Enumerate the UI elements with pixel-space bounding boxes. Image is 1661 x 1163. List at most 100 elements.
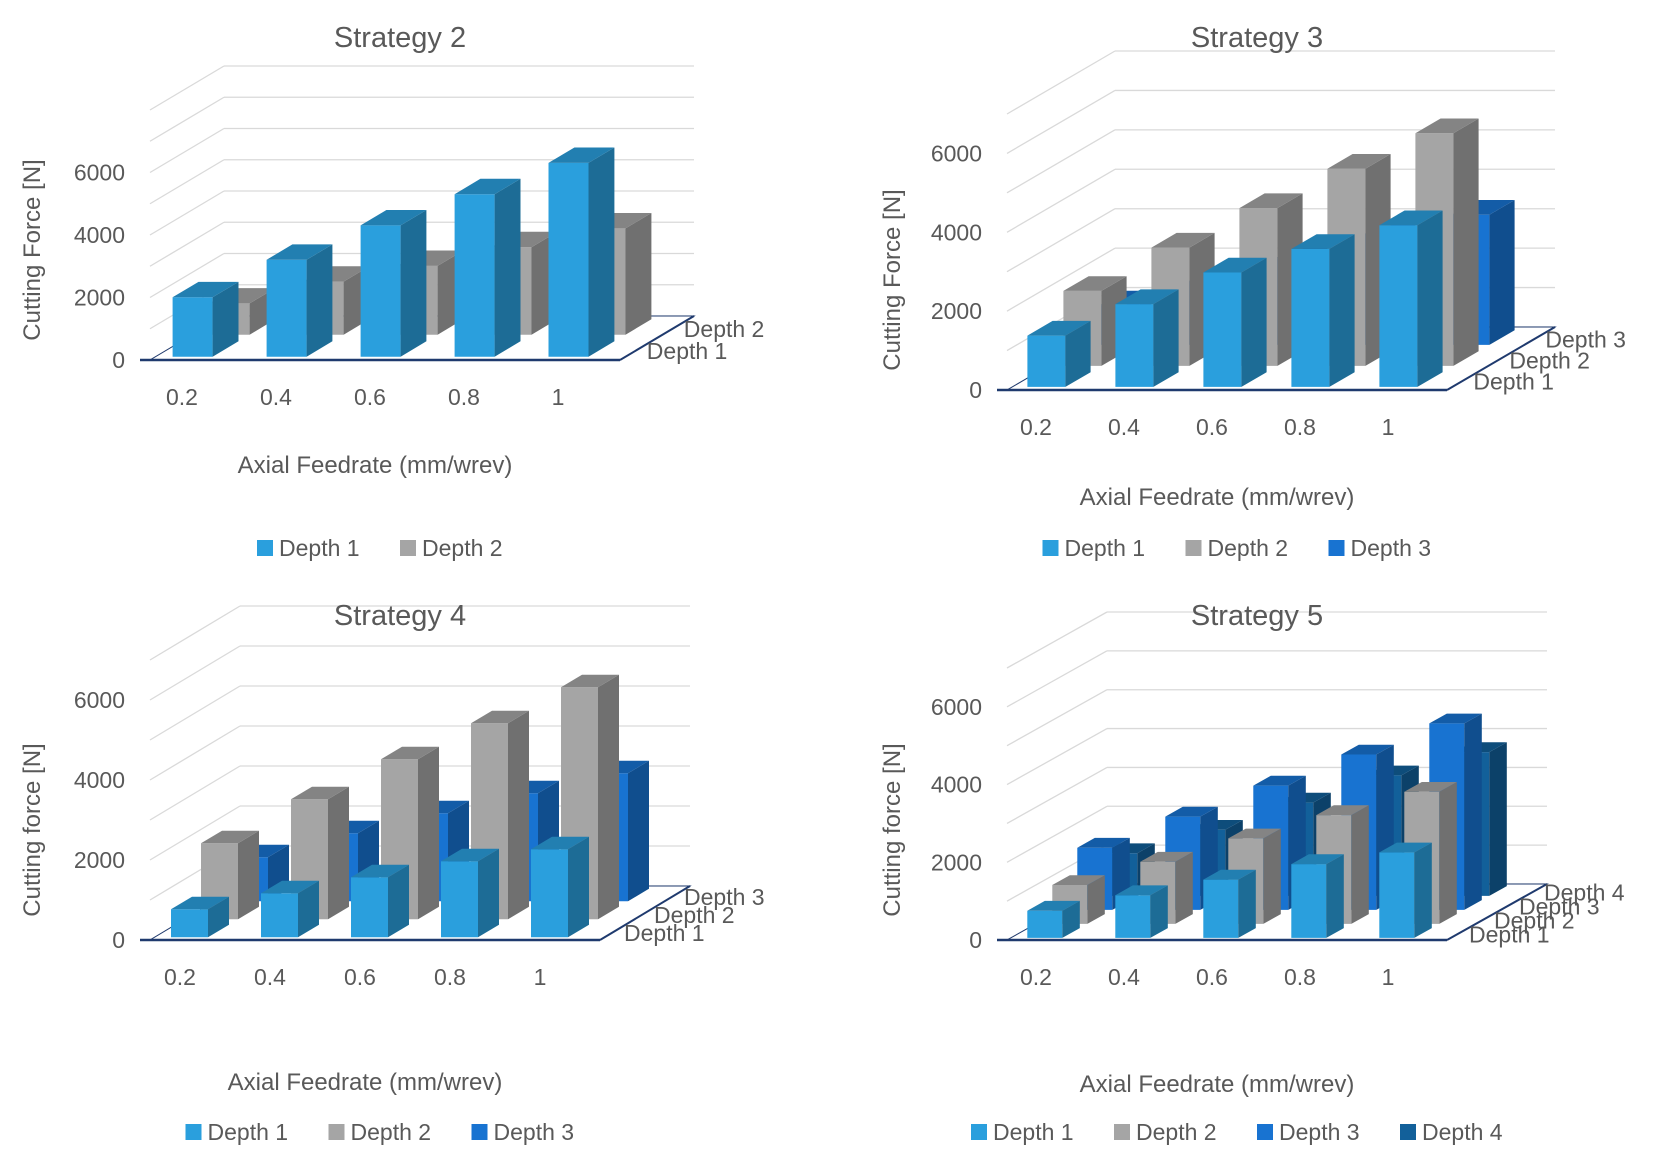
bar-top (261, 880, 319, 894)
side-gridline (1006, 168, 1116, 233)
x-axis-title: Axial Feedrate (mm/wrev) (1080, 1071, 1355, 1098)
bar-side (1065, 320, 1091, 387)
bar-top (1052, 875, 1105, 885)
bar-side (1175, 851, 1193, 924)
x-axis-title: Axial Feedrate (mm/wrev) (228, 1069, 503, 1096)
bar-top (172, 281, 239, 298)
bar-front (1203, 879, 1239, 938)
legend-label: Depth 4 (1422, 1119, 1503, 1145)
bar-front (1203, 272, 1242, 387)
bar-top (1115, 885, 1168, 896)
y-tick-label: 4000 (931, 772, 982, 798)
legend-label: Depth 2 (1136, 1119, 1217, 1145)
bar-front (351, 877, 388, 938)
x-tick-label: 0.8 (1284, 414, 1316, 440)
bar-front (360, 225, 401, 357)
y-tick-label: 2000 (74, 847, 125, 873)
bar-side (1241, 257, 1267, 387)
bar-side (238, 830, 259, 920)
bar-side (1417, 210, 1443, 387)
bar-top (1291, 234, 1355, 249)
bar-top (1404, 782, 1457, 792)
bar-front (1291, 864, 1327, 938)
side-gridline-minor (1006, 208, 1116, 273)
bar-top (1341, 744, 1394, 755)
bar-top (351, 864, 409, 878)
bar-front (1115, 304, 1154, 387)
side-gridline-minor (1006, 766, 1108, 824)
y-tick-label: 0 (112, 347, 125, 373)
legend-swatch (1185, 540, 1202, 556)
bar-top (471, 710, 529, 724)
bar-top (548, 147, 615, 163)
chart-title: Strategy 2 (334, 22, 466, 54)
chart-title: Strategy 4 (334, 600, 466, 632)
bar-top (561, 674, 619, 688)
bar-front (1027, 910, 1063, 938)
bar-side (1464, 713, 1482, 910)
bar-top (1291, 854, 1344, 865)
bar-side (212, 281, 239, 357)
x-tick-label: 0.6 (1196, 964, 1228, 990)
side-gridline (149, 252, 225, 299)
bar-front (261, 893, 298, 938)
bar-front (172, 297, 213, 357)
bar-front (266, 259, 307, 357)
legend-label: Depth 2 (422, 535, 503, 561)
bar-top (1429, 713, 1482, 724)
bar-depth-1-1 (531, 836, 589, 938)
bar-top (201, 830, 259, 844)
bar-front (1379, 852, 1415, 938)
bar-side (628, 760, 649, 902)
bar-side (298, 880, 319, 938)
bar-top (1077, 837, 1130, 848)
bar-front (1291, 248, 1330, 387)
x-tick-label: 0.8 (434, 964, 466, 990)
depth-axis-label: Depth 4 (1544, 879, 1625, 905)
bar-side (306, 244, 333, 357)
legend-label: Depth 1 (1065, 535, 1146, 561)
bar-side (508, 710, 529, 920)
x-tick-label: 1 (1382, 414, 1395, 440)
bar-front (531, 849, 568, 938)
bar-top (1151, 232, 1215, 248)
y-tick-label: 6000 (74, 687, 125, 713)
y-tick-label: 0 (969, 377, 982, 403)
y-axis-title: Cutting force [N] (19, 743, 46, 916)
bar-top (1228, 828, 1281, 839)
legend-swatch (400, 540, 416, 556)
bar-depth-1-0.8 (1291, 234, 1355, 387)
y-tick-label: 4000 (931, 219, 982, 245)
legend-swatch (471, 1124, 488, 1140)
bar-top (1379, 210, 1443, 226)
depth-axis-label: Depth 1 (647, 338, 728, 364)
bar-front (1027, 335, 1066, 387)
x-tick-label: 0.2 (1020, 964, 1052, 990)
bar-top (1253, 775, 1306, 786)
x-tick-label: 0.4 (260, 384, 292, 410)
bar-top (531, 836, 589, 850)
x-tick-label: 0.2 (164, 964, 196, 990)
legend-label: Depth 1 (208, 1119, 289, 1145)
legend-swatch (185, 1124, 202, 1140)
x-tick-label: 0.4 (1108, 964, 1140, 990)
depth-axis-label: Depth 1 (1469, 921, 1550, 947)
bar-side (588, 147, 615, 357)
bar-top (381, 746, 439, 760)
x-tick-label: 1 (552, 384, 565, 410)
bar-depth-1-0.4 (1115, 885, 1168, 938)
depth-axis-line (1446, 883, 1548, 941)
legend: Depth 1 Depth 2 (257, 535, 503, 561)
y-tick-label: 6000 (931, 694, 982, 720)
x-tick-label: 0.6 (1196, 414, 1228, 440)
legend: Depth 1 Depth 2 Depth 3 (1042, 535, 1431, 561)
x-tick-label: 0.2 (1020, 414, 1052, 440)
bar-top (1239, 193, 1303, 209)
bar-top (454, 178, 521, 195)
bar-depth-1-0.2 (171, 896, 229, 938)
legend-swatch (257, 540, 273, 556)
y-tick-label: 0 (112, 927, 125, 953)
x-tick-label: 1 (1382, 964, 1395, 990)
